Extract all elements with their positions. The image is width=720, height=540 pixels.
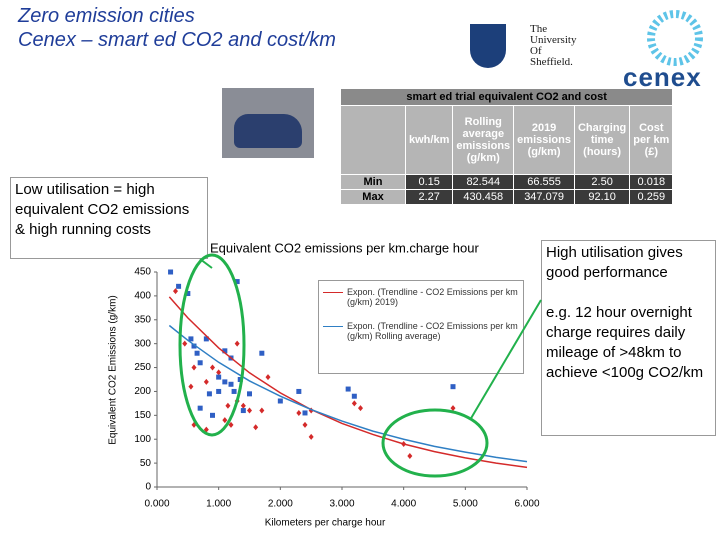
- table-cell: 2.50: [573, 174, 631, 190]
- column-header: Rolling average emissions (g/km): [452, 105, 515, 175]
- table-row: Max 2.27 430.458 347.079 92.10 0.259: [340, 189, 674, 205]
- column-header: 2019 emissions (g/km): [513, 105, 575, 175]
- legend-swatch: [323, 292, 343, 293]
- y-axis-label: Equivalent CO2 Emissions (g/km): [108, 295, 119, 445]
- point: [247, 391, 252, 397]
- university-logo: The University Of Sheffield.: [530, 23, 577, 68]
- table-cell: 347.079: [513, 189, 575, 205]
- point: [216, 388, 222, 394]
- point: [194, 350, 200, 356]
- point: [277, 398, 283, 404]
- point: [197, 360, 203, 366]
- cenex-emblem: [647, 10, 703, 66]
- data-table: smart ed trial equivalent CO2 and cost kw…: [339, 88, 674, 205]
- column-header: Cost per km (£): [629, 105, 674, 175]
- y-tick-label: 300: [134, 338, 151, 349]
- point: [176, 283, 182, 289]
- table-cell: 66.555: [513, 174, 575, 190]
- point: [168, 269, 174, 275]
- row-header: Max: [340, 189, 406, 205]
- point: [351, 393, 357, 399]
- point: [210, 412, 215, 418]
- point: [206, 391, 212, 397]
- point: [240, 408, 246, 414]
- y-tick-label: 350: [134, 314, 151, 325]
- point: [231, 388, 237, 394]
- point: [259, 407, 265, 414]
- y-tick-label: 150: [134, 410, 151, 421]
- point: [228, 381, 234, 387]
- table-cell: 0.259: [629, 189, 674, 205]
- point: [302, 421, 308, 428]
- x-tick-label: 4.000: [391, 499, 416, 510]
- point: [197, 405, 203, 411]
- table-cell: 82.544: [452, 174, 515, 190]
- y-tick-label: 50: [140, 458, 152, 469]
- point: [302, 410, 308, 416]
- row-header: Min: [340, 174, 406, 190]
- point: [234, 279, 240, 285]
- legend-label: Expon. (Trendline - CO2 Emissions per km…: [347, 287, 518, 307]
- crest: [470, 24, 506, 68]
- x-tick-label: 2.000: [268, 499, 293, 510]
- table-cell: 430.458: [452, 189, 515, 205]
- table-cell: 92.10: [573, 189, 631, 205]
- point: [358, 405, 363, 412]
- column-header: Charging time (hours): [573, 105, 631, 175]
- point: [450, 384, 456, 390]
- x-tick-label: 5.000: [453, 499, 478, 510]
- legend-entry: Expon. (Trendline - CO2 Emissions per km…: [323, 321, 519, 341]
- table-cell: 2.27: [404, 189, 454, 205]
- point: [345, 386, 351, 392]
- y-tick-label: 0: [145, 482, 151, 493]
- x-tick-label: 6.000: [514, 499, 539, 510]
- legend-entry: Expon. (Trendline - CO2 Emissions per km…: [323, 287, 519, 307]
- x-tick-label: 0.000: [144, 499, 169, 510]
- column-header: kwh/km: [404, 105, 454, 175]
- car-photo: [222, 88, 314, 158]
- y-tick-label: 250: [134, 362, 151, 373]
- slide-subtitle: Cenex – smart ed CO2 and cost/km: [18, 29, 336, 51]
- point: [222, 379, 228, 385]
- point: [185, 291, 191, 296]
- point: [216, 374, 222, 380]
- point: [296, 388, 302, 394]
- point: [247, 407, 252, 414]
- chart-title: Equivalent CO2 emissions per km.charge h…: [210, 240, 479, 255]
- legend-swatch: [323, 326, 343, 327]
- y-tick-label: 400: [134, 291, 151, 302]
- point: [296, 409, 302, 416]
- table-wrap: smart ed trial equivalent CO2 and cost kw…: [339, 88, 674, 205]
- table-row: Min 0.15 82.544 66.555 2.50 0.018: [340, 174, 674, 190]
- point: [351, 400, 357, 407]
- point: [259, 350, 265, 356]
- y-tick-label: 450: [134, 267, 151, 278]
- table-row: kwh/km Rolling average emissions (g/km) 20…: [340, 105, 674, 175]
- note-right-1: High utilisation gives good performance: [546, 244, 683, 281]
- point: [237, 377, 243, 382]
- cenex-logo: cenex: [623, 62, 702, 92]
- note-right-2: e.g. 12 hour overnight charge requires d…: [546, 304, 704, 381]
- point: [173, 288, 178, 295]
- point: [308, 433, 314, 440]
- x-axis-label: Kilometers per charge hour: [265, 518, 386, 529]
- x-tick-label: 1.000: [206, 499, 231, 510]
- point: [265, 374, 271, 381]
- y-tick-label: 100: [134, 434, 151, 445]
- note-left: Low utilisation = high equivalent CO2 em…: [10, 177, 208, 259]
- note-right: High utilisation gives good performance …: [541, 240, 716, 436]
- slide-title-block: Zero emission cities Cenex – smart ed CO…: [18, 4, 336, 52]
- legend: Expon. (Trendline - CO2 Emissions per km…: [318, 280, 524, 374]
- point: [253, 424, 259, 431]
- slide-title: Zero emission cities: [18, 5, 195, 27]
- y-tick-label: 200: [134, 386, 151, 397]
- legend-label: Expon. (Trendline - CO2 Emissions per km…: [347, 321, 518, 341]
- x-tick-label: 3.000: [329, 499, 354, 510]
